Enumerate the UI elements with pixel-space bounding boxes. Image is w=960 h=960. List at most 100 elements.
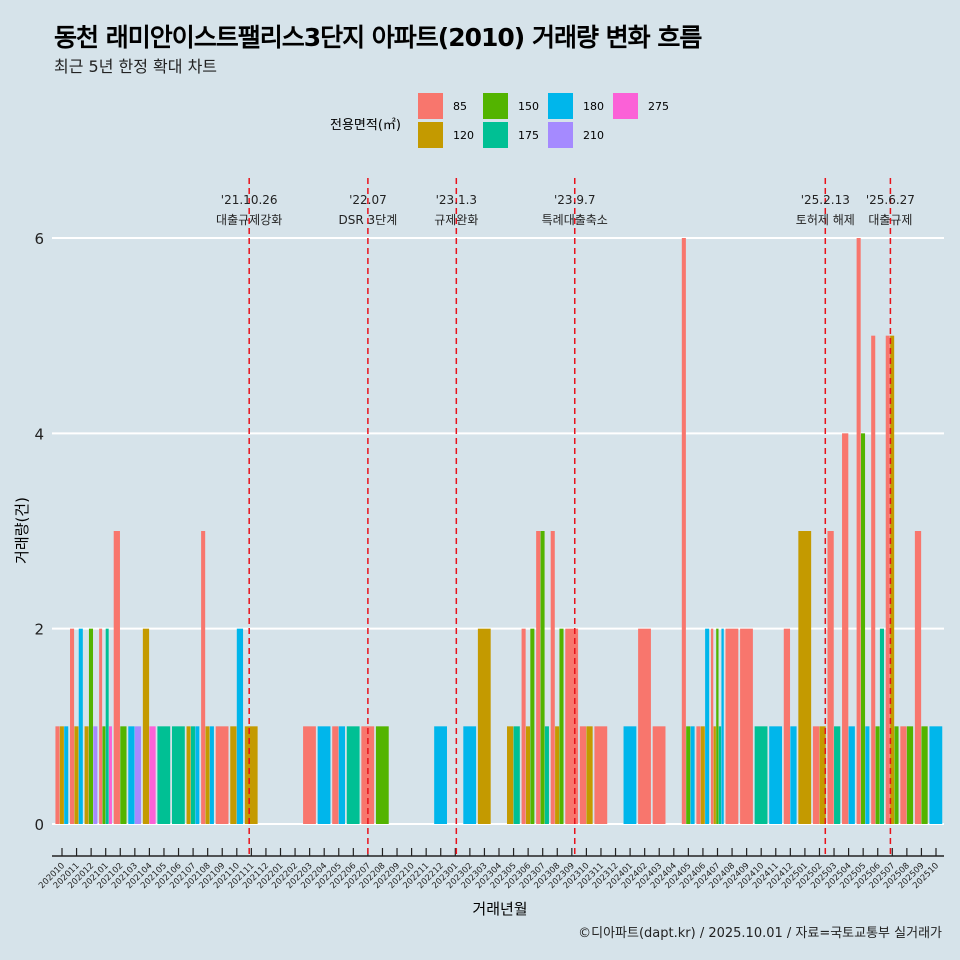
bar (55, 726, 60, 824)
chart-subtitle: 최근 5년 한정 확대 차트 (54, 57, 218, 76)
bar (921, 726, 928, 824)
bar (652, 726, 666, 824)
bar (525, 726, 531, 824)
bar (594, 726, 608, 824)
bar (64, 726, 69, 824)
bar (725, 628, 739, 824)
bar (914, 531, 922, 824)
bar (463, 726, 477, 824)
legend-key (483, 122, 508, 148)
bar (565, 628, 579, 824)
bar (929, 726, 943, 824)
bar (559, 628, 564, 824)
bar (713, 726, 716, 824)
bar (157, 726, 171, 824)
legend-label: 150 (518, 99, 539, 113)
bar (754, 726, 768, 824)
bar (128, 726, 135, 824)
event-date: '23.9.7 (554, 193, 595, 207)
bar (530, 628, 535, 824)
bar (74, 726, 79, 824)
event-date: '22.07 (349, 193, 387, 207)
y-axis-label: 거래량(건) (12, 497, 31, 564)
y-tick-label: 4 (34, 425, 44, 443)
event-date: '25.2.13 (801, 193, 850, 207)
bar (718, 726, 722, 824)
bar (477, 628, 491, 824)
bar (303, 726, 316, 824)
bar (108, 726, 112, 824)
bar (105, 628, 109, 824)
bar (521, 628, 526, 824)
bar (856, 238, 861, 824)
bar (865, 726, 870, 824)
legend-item: 120 (418, 122, 474, 148)
legend-item: 275 (613, 93, 669, 119)
bar (894, 726, 899, 824)
bar (317, 726, 331, 824)
bar (690, 726, 695, 824)
bar (890, 335, 895, 824)
bar (623, 726, 637, 824)
bar (579, 726, 587, 824)
bar (875, 726, 880, 824)
event-date: '21.10.26 (221, 193, 278, 207)
legend-item: 85 (418, 93, 467, 119)
event-label: 특례대출축소 (542, 213, 608, 227)
legend-item: 150 (483, 93, 539, 119)
bar (900, 726, 907, 824)
bar (827, 531, 834, 824)
legend-label: 85 (453, 99, 467, 113)
bar (790, 726, 797, 824)
bar (190, 726, 195, 824)
bar (99, 628, 103, 824)
bar (375, 726, 389, 824)
legend-item: 180 (548, 93, 604, 119)
bar (879, 628, 884, 824)
bar (710, 628, 714, 824)
bar (798, 531, 812, 824)
legend-label: 180 (583, 99, 604, 113)
chart-title: 동천 래미안이스트팰리스3단지 아파트(2010) 거래량 변화 흐름 (54, 23, 702, 52)
bar (236, 628, 244, 824)
bar (361, 726, 375, 824)
bar (215, 726, 229, 824)
bar (346, 726, 360, 824)
bar (716, 628, 719, 824)
legend-title: 전용면적(㎡) (330, 118, 401, 133)
bar (434, 726, 447, 824)
bar (186, 726, 191, 824)
bar (88, 628, 94, 824)
bar (230, 726, 237, 824)
legend-key (483, 93, 508, 119)
bar (819, 726, 826, 824)
bar (700, 726, 705, 824)
bar (769, 726, 783, 824)
bar (120, 726, 127, 824)
y-tick-label: 0 (34, 816, 44, 834)
bar (332, 726, 339, 824)
legend-key (548, 122, 573, 148)
legend-item: 175 (483, 122, 539, 148)
bar (586, 726, 593, 824)
bar (848, 726, 855, 824)
bar (171, 726, 185, 824)
bar (70, 628, 75, 824)
event-label: 대출규제 (868, 213, 912, 227)
legend-label: 175 (518, 128, 539, 142)
bar (638, 628, 651, 824)
bar (142, 628, 150, 824)
x-axis-label: 거래년월 (472, 900, 528, 918)
bar (78, 628, 83, 824)
legend-key (548, 93, 573, 119)
bar (834, 726, 841, 824)
event-label: 토허제 해제 (796, 213, 855, 227)
bar (550, 531, 555, 824)
bar (507, 726, 514, 824)
event-label: 대출규제강화 (216, 213, 282, 227)
bar (59, 726, 64, 824)
bar (906, 726, 914, 824)
bar (721, 628, 724, 824)
event-label: DSR 3단계 (339, 213, 398, 227)
